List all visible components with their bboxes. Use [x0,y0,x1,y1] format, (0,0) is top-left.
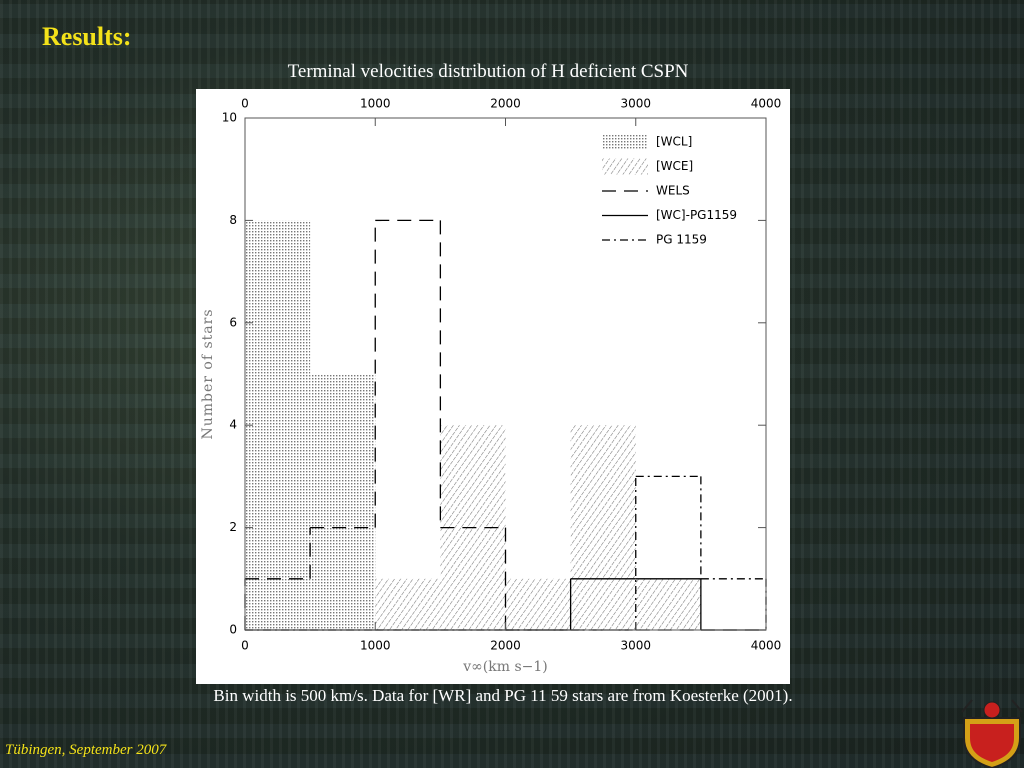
histogram-bar [505,578,571,630]
histogram-bar [570,425,636,630]
y-tick-label: 2 [229,520,237,534]
y-tick-label: 8 [229,213,237,227]
crest-icon [961,699,1023,768]
y-tick-label: 10 [222,111,237,125]
y-axis-label: Number of stars [200,308,216,439]
x-tick-label: 1000 [360,639,391,653]
caption: Bin width is 500 km/s. Data for [WR] and… [213,686,793,705]
histogram-bar [245,220,311,630]
chart-title: Terminal velocities distribution of H de… [287,61,689,82]
x-tick-label: 3000 [620,639,651,653]
x-tick-label: 1000 [360,97,391,111]
y-tick-label: 0 [229,623,237,637]
step-connector [569,578,702,630]
x-tick-label: 2000 [490,639,521,653]
legend-label: PG 1159 [656,233,707,247]
legend-label: WELS [656,184,690,198]
histogram-bar [635,578,701,630]
legend-label: [WC]-PG1159 [656,208,737,222]
x-tick-label: 3000 [620,97,651,111]
slide-title: Results: [42,22,132,51]
histogram-bar [375,578,441,630]
x-tick-label: 4000 [751,639,782,653]
legend-label: [WCE] [656,159,693,173]
footer: Tübingen, September 2007 [5,742,167,758]
x-tick-label: 2000 [490,97,521,111]
legend-label: [WCL] [656,135,692,149]
histogram-bar [310,374,376,630]
y-tick-label: 4 [229,418,237,432]
legend-swatch [602,158,648,175]
y-tick-label: 6 [229,315,237,329]
x-tick-label: 0 [241,639,249,653]
x-axis-label: v∞(km s−1) [462,659,548,675]
x-tick-label: 4000 [751,97,782,111]
x-tick-label: 0 [241,97,249,111]
legend-swatch [602,134,648,150]
